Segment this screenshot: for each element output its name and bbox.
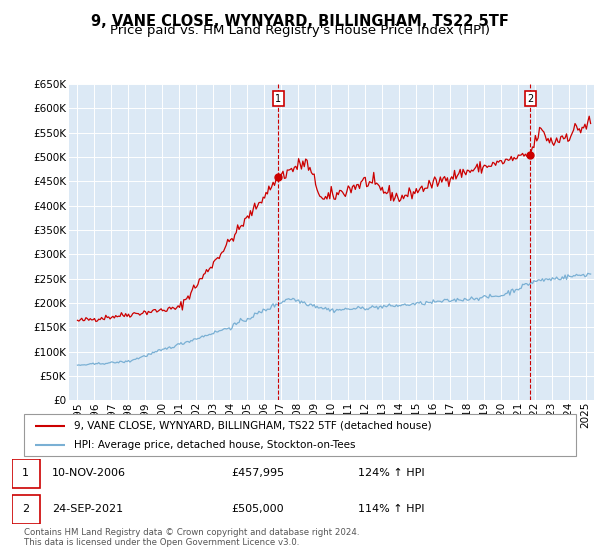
Text: 114% ↑ HPI: 114% ↑ HPI — [358, 505, 424, 515]
Text: 9, VANE CLOSE, WYNYARD, BILLINGHAM, TS22 5TF: 9, VANE CLOSE, WYNYARD, BILLINGHAM, TS22… — [91, 14, 509, 29]
Text: £505,000: £505,000 — [231, 505, 284, 515]
Text: 124% ↑ HPI: 124% ↑ HPI — [358, 468, 424, 478]
Text: 2: 2 — [527, 94, 533, 104]
Text: Price paid vs. HM Land Registry's House Price Index (HPI): Price paid vs. HM Land Registry's House … — [110, 24, 490, 37]
FancyBboxPatch shape — [12, 495, 40, 524]
FancyBboxPatch shape — [24, 414, 576, 456]
Text: HPI: Average price, detached house, Stockton-on-Tees: HPI: Average price, detached house, Stoc… — [74, 440, 355, 450]
Text: 1: 1 — [275, 94, 281, 104]
Text: £457,995: £457,995 — [231, 468, 284, 478]
Text: 1: 1 — [22, 468, 29, 478]
Text: 9, VANE CLOSE, WYNYARD, BILLINGHAM, TS22 5TF (detached house): 9, VANE CLOSE, WYNYARD, BILLINGHAM, TS22… — [74, 421, 431, 431]
FancyBboxPatch shape — [12, 459, 40, 488]
Text: 2: 2 — [22, 505, 29, 515]
Text: 10-NOV-2006: 10-NOV-2006 — [52, 468, 127, 478]
Text: 24-SEP-2021: 24-SEP-2021 — [52, 505, 124, 515]
Text: Contains HM Land Registry data © Crown copyright and database right 2024.
This d: Contains HM Land Registry data © Crown c… — [24, 528, 359, 547]
